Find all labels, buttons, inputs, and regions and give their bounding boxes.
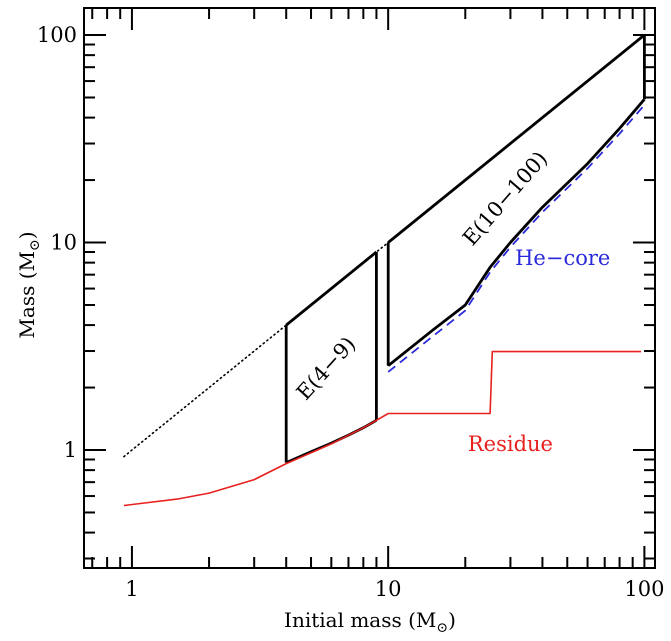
axis-ticks (84, 8, 655, 568)
x-axis-title-sub: ⊙ (436, 620, 448, 636)
x-tick-label: 10 (375, 577, 402, 601)
x-axis-title: Initial mass (M⊙) (284, 608, 456, 636)
plot-series (123, 33, 646, 507)
x-tick-label: 100 (624, 577, 664, 601)
y-axis-title: Mass (M⊙) (15, 231, 43, 338)
tick-labels: 1 10 100 1 10 100 (37, 23, 665, 601)
residue-label: Residue (468, 432, 553, 456)
y-axis-title-main: Mass (M (15, 251, 39, 339)
y-tick-label: 100 (37, 23, 77, 47)
series-residue (123, 350, 641, 507)
series-e10100-bottom-edge (387, 98, 646, 367)
series-e10100-top-edge (387, 33, 646, 244)
e49-label: E(4−9) (292, 332, 361, 405)
series-e49-top-edge (285, 250, 378, 327)
y-tick-label: 10 (50, 231, 77, 255)
y-axis-title-close: ) (15, 231, 39, 239)
x-tick-label: 1 (125, 577, 138, 601)
e10100-label: E(10−100) (458, 147, 552, 250)
he-core-label: He−core (515, 246, 610, 270)
y-axis-title-sub: ⊙ (27, 239, 43, 251)
plot-frame (83, 7, 656, 569)
x-axis-title-main: Initial mass (M (284, 608, 436, 632)
y-tick-label: 1 (64, 438, 77, 462)
series-he-core (387, 104, 646, 373)
x-axis-title-close: ) (448, 608, 456, 632)
series-e49-region-bottom (285, 419, 378, 464)
